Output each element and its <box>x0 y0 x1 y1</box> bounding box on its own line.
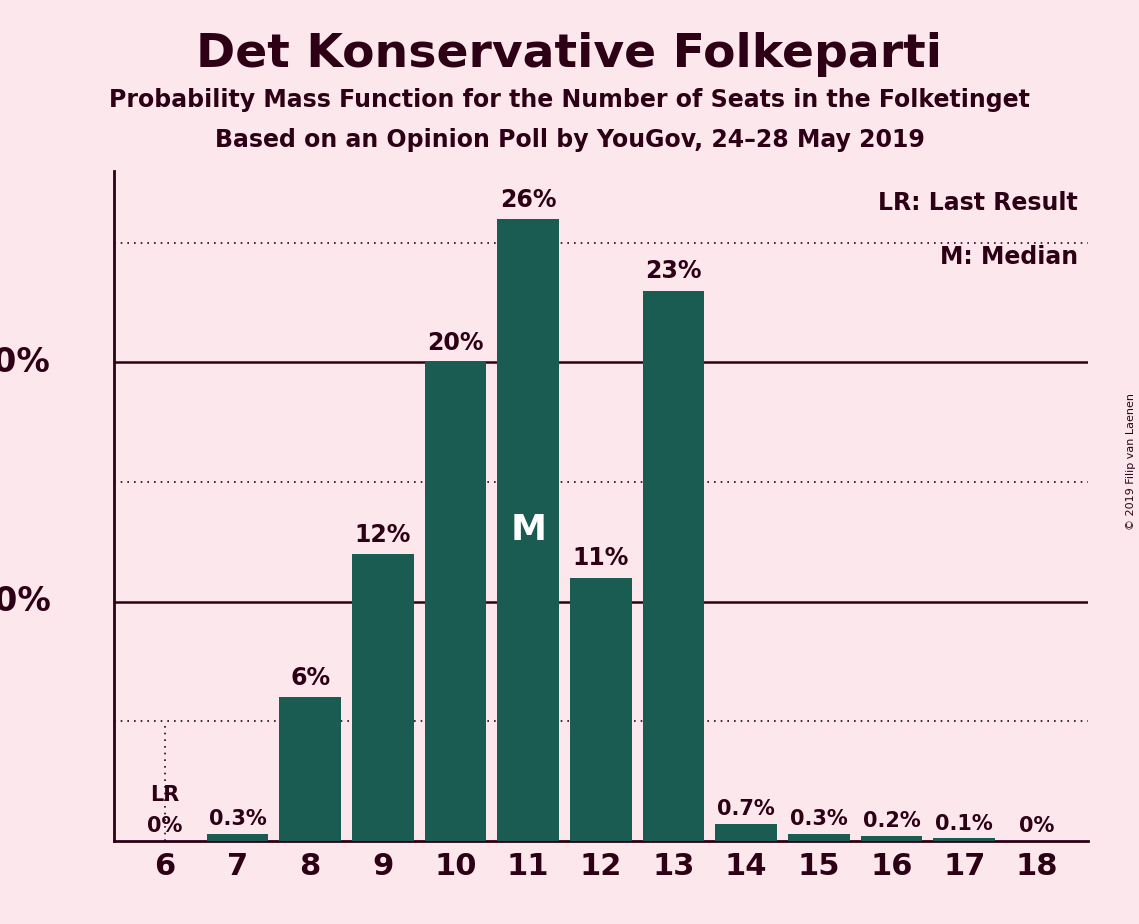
Bar <box>570 578 632 841</box>
Text: LR: LR <box>150 785 180 805</box>
Text: © 2019 Filip van Laenen: © 2019 Filip van Laenen <box>1126 394 1136 530</box>
Bar <box>206 833 269 841</box>
Text: 20%: 20% <box>427 331 484 355</box>
Text: Probability Mass Function for the Number of Seats in the Folketinget: Probability Mass Function for the Number… <box>109 88 1030 112</box>
Bar <box>861 836 923 841</box>
Text: 0%: 0% <box>1019 816 1055 836</box>
Text: 0.2%: 0.2% <box>862 811 920 832</box>
Bar <box>498 219 559 841</box>
Bar <box>715 824 777 841</box>
Text: Based on an Opinion Poll by YouGov, 24–28 May 2019: Based on an Opinion Poll by YouGov, 24–2… <box>214 128 925 152</box>
Text: 0.7%: 0.7% <box>718 799 775 820</box>
Bar <box>352 553 413 841</box>
Text: 0.3%: 0.3% <box>208 808 267 829</box>
Text: 0.3%: 0.3% <box>790 808 847 829</box>
Bar <box>642 290 704 841</box>
Text: M: Median: M: Median <box>940 245 1077 269</box>
Bar <box>788 833 850 841</box>
Text: 11%: 11% <box>573 546 629 570</box>
Text: 10%: 10% <box>0 585 50 618</box>
Bar <box>933 838 995 841</box>
Text: 26%: 26% <box>500 188 556 212</box>
Text: 0.1%: 0.1% <box>935 814 993 833</box>
Text: LR: Last Result: LR: Last Result <box>878 191 1077 215</box>
Text: 0%: 0% <box>147 816 182 836</box>
Bar <box>425 362 486 841</box>
Text: 23%: 23% <box>646 260 702 284</box>
Text: 20%: 20% <box>0 346 50 379</box>
Text: 6%: 6% <box>290 666 330 690</box>
Text: M: M <box>510 513 546 547</box>
Bar <box>279 698 341 841</box>
Text: Det Konservative Folkeparti: Det Konservative Folkeparti <box>197 32 942 78</box>
Text: 12%: 12% <box>354 523 411 547</box>
